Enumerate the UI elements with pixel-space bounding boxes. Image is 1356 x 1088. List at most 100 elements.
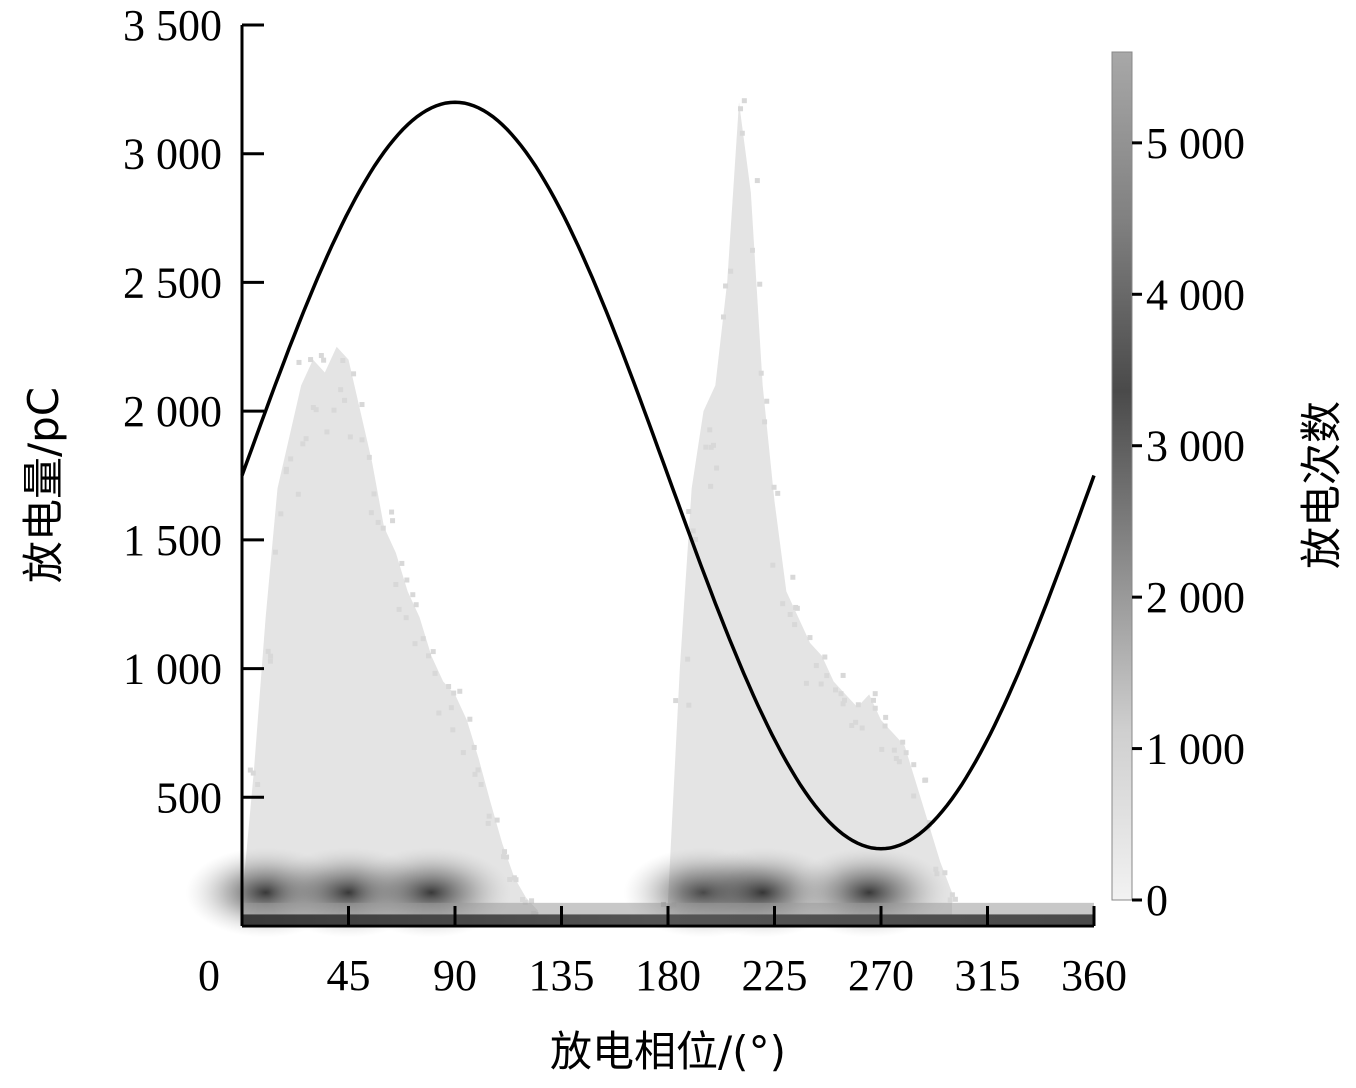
speckle	[818, 681, 824, 687]
chart-axes: 0 45 90 135 180 225 270 315 360 500 1 000 1 500 2 00…	[123, 1, 1127, 1000]
speckle	[838, 691, 844, 697]
speckle	[707, 427, 713, 433]
speckle	[340, 358, 346, 364]
speckle	[764, 398, 770, 404]
x-tick-label: 180	[635, 951, 701, 1000]
speckle	[807, 635, 813, 641]
speckle	[849, 723, 855, 729]
speckle	[775, 490, 781, 496]
speckle	[686, 508, 692, 514]
colorbar-tick-label: 0	[1146, 876, 1168, 925]
discharge-cluster-1	[242, 346, 538, 926]
speckle	[295, 491, 301, 497]
speckle	[403, 615, 409, 621]
speckle	[426, 653, 432, 659]
speckle	[911, 793, 917, 799]
x-axis-title: 放电相位/(°)	[550, 1027, 786, 1076]
speckle	[792, 622, 798, 628]
speckle	[686, 702, 692, 708]
speckle	[460, 750, 466, 756]
speckle	[949, 892, 955, 898]
speckle	[529, 898, 535, 904]
speckle	[359, 402, 365, 408]
speckle	[420, 636, 426, 642]
speckle	[471, 744, 477, 750]
speckle	[342, 397, 348, 403]
speckle	[432, 670, 438, 676]
speckle	[413, 602, 419, 608]
speckle	[757, 281, 763, 287]
speckle	[855, 702, 861, 708]
speckle	[265, 648, 271, 654]
speckle	[278, 511, 284, 517]
speckle	[250, 770, 256, 776]
speckle	[690, 528, 696, 534]
speckle	[787, 611, 793, 617]
colorbar-tick-label: 5 000	[1146, 119, 1245, 168]
discharge-cluster-2	[668, 102, 952, 926]
speckle	[872, 705, 878, 711]
speckle	[900, 739, 906, 745]
speckle	[813, 663, 819, 669]
speckle	[859, 725, 865, 731]
speckle	[794, 605, 800, 611]
speckle	[903, 750, 909, 756]
speckle	[822, 654, 828, 660]
speckle	[478, 782, 484, 788]
speckle	[318, 353, 324, 359]
speckle	[324, 429, 330, 435]
speckle	[446, 684, 452, 690]
x-tick-label: 135	[529, 951, 595, 1000]
speckle	[467, 716, 473, 722]
speckle	[371, 491, 377, 497]
speckle	[486, 813, 492, 819]
speckle	[412, 641, 418, 647]
speckle	[728, 268, 734, 274]
x-tick-label: 315	[955, 951, 1021, 1000]
speckle	[673, 698, 679, 704]
colorbar: 0 1 000 2 000 3 000 4 000 5 000	[1111, 51, 1245, 925]
speckle	[451, 690, 457, 696]
speckle	[389, 509, 395, 515]
y-tick-label: 3 000	[123, 130, 222, 179]
speckle	[738, 106, 744, 112]
y-tick-label: 1 000	[123, 645, 222, 694]
speckle	[922, 777, 928, 783]
speckle	[296, 359, 302, 365]
x-tick-label: 45	[327, 951, 371, 1000]
speckle	[519, 896, 525, 902]
speckle	[448, 705, 454, 711]
speckle	[693, 537, 699, 543]
speckle	[393, 582, 399, 588]
speckle	[749, 247, 755, 253]
speckle	[882, 723, 888, 729]
speckle	[720, 314, 726, 320]
speckle	[952, 896, 958, 902]
colorbar-gradient	[1111, 51, 1133, 901]
speckle	[883, 714, 889, 720]
speckle	[310, 404, 316, 410]
speckle	[723, 283, 729, 289]
speckle	[879, 746, 885, 752]
speckle	[942, 870, 948, 876]
colorbar-tick-label: 3 000	[1146, 422, 1245, 471]
speckle	[841, 697, 847, 703]
speckle	[891, 747, 897, 753]
x-tick-label: 225	[742, 951, 808, 1000]
speckle	[522, 899, 528, 905]
speckle	[840, 672, 846, 678]
speckle	[485, 820, 491, 826]
speckle	[741, 98, 747, 104]
x-tick-label: 360	[1061, 951, 1127, 1000]
speckle	[872, 691, 878, 697]
colorbar-tick-label: 4 000	[1146, 270, 1245, 319]
speckle	[313, 407, 319, 413]
x-tick-label: 90	[433, 951, 477, 1000]
speckle	[472, 771, 478, 777]
y-tick-label: 2 500	[123, 258, 222, 307]
speckle	[375, 519, 381, 525]
reference-sine-wave	[240, 100, 1096, 851]
speckle	[833, 687, 839, 693]
speckle	[511, 875, 517, 881]
speckle	[507, 877, 513, 883]
